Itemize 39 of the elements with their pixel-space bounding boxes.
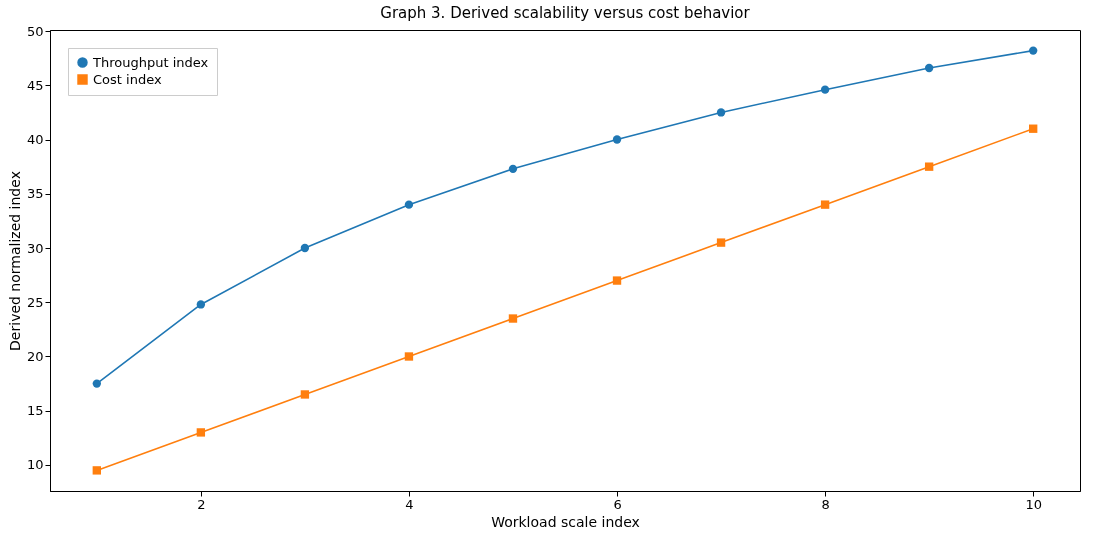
y-tick-label: 10 bbox=[26, 457, 44, 473]
y-tick-label: 40 bbox=[26, 132, 44, 148]
y-axis-title: Derived normalized index bbox=[6, 171, 23, 351]
point bbox=[92, 379, 101, 388]
point bbox=[1029, 124, 1038, 133]
point bbox=[404, 200, 414, 209]
chart-title: Graph 3. Derived scalability versus cost behavior bbox=[380, 4, 751, 23]
point bbox=[820, 85, 830, 94]
point bbox=[196, 300, 206, 309]
point bbox=[716, 238, 726, 247]
x-axis-title: Workload scale index bbox=[491, 513, 640, 530]
y-tick-label: 15 bbox=[26, 403, 44, 419]
y-tick-label: 45 bbox=[26, 77, 44, 93]
x-tick-label: 10 bbox=[1025, 496, 1042, 512]
point bbox=[92, 466, 101, 475]
point bbox=[924, 162, 934, 171]
x-tick-label: 2 bbox=[197, 496, 206, 512]
point bbox=[612, 276, 622, 285]
x-tick-label: 8 bbox=[821, 496, 830, 512]
point bbox=[300, 243, 310, 253]
y-tick-label: 25 bbox=[26, 294, 44, 310]
point bbox=[820, 200, 830, 209]
legend-label: Throughput index bbox=[92, 54, 209, 70]
point bbox=[924, 63, 934, 73]
legend-label: Cost index bbox=[93, 71, 162, 87]
x-tick-label: 4 bbox=[405, 496, 414, 512]
y-tick-label: 50 bbox=[26, 23, 44, 39]
x-tick-label: 6 bbox=[613, 496, 622, 512]
point bbox=[612, 135, 622, 144]
y-tick-label: 35 bbox=[26, 186, 44, 202]
point bbox=[1029, 46, 1038, 55]
point bbox=[508, 314, 518, 323]
point bbox=[508, 164, 518, 174]
point bbox=[404, 352, 414, 361]
y-tick-label: 30 bbox=[26, 240, 44, 256]
point bbox=[300, 390, 310, 399]
point bbox=[716, 108, 726, 117]
point bbox=[196, 428, 206, 437]
y-tick-label: 20 bbox=[26, 349, 44, 364]
